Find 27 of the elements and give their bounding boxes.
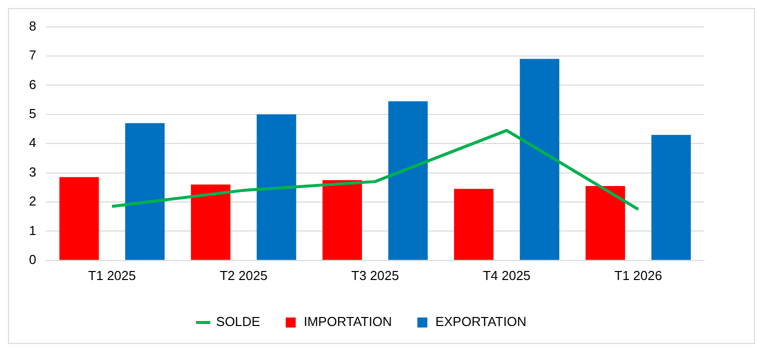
bar — [454, 188, 494, 260]
y-tick-label: 6 — [28, 76, 36, 92]
x-tick-label: T2 2025 — [220, 268, 268, 283]
legend-label: IMPORTATION — [304, 314, 392, 330]
bar — [388, 101, 428, 260]
y-tick-label: 7 — [28, 48, 36, 63]
y-tick-label: 5 — [28, 106, 36, 121]
legend-label: EXPORTATION — [435, 314, 526, 330]
bar — [586, 186, 626, 260]
bar — [59, 177, 99, 260]
bar — [322, 180, 362, 260]
y-tick-label: 3 — [28, 164, 36, 180]
x-tick-label: T3 2025 — [351, 268, 399, 283]
bar — [520, 58, 560, 260]
x-tick-label: T1 2025 — [88, 268, 136, 283]
bar — [651, 134, 691, 260]
x-tick-label: T4 2025 — [482, 268, 531, 283]
y-tick-label: 2 — [28, 194, 36, 209]
y-tick-label: 1 — [28, 222, 36, 238]
bar — [190, 184, 230, 260]
y-tick-label: 8 — [28, 18, 36, 34]
y-tick-label: 0 — [28, 252, 36, 267]
y-tick-label: 4 — [28, 135, 36, 150]
bar — [256, 114, 296, 260]
bar — [125, 123, 165, 260]
legend-label: SOLDE — [216, 314, 261, 330]
x-tick-label: T1 2026 — [614, 268, 662, 283]
